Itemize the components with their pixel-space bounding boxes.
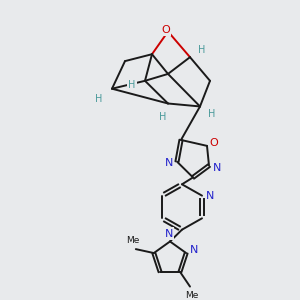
Text: O: O bbox=[162, 25, 170, 34]
Text: Me: Me bbox=[126, 236, 140, 245]
Text: N: N bbox=[165, 158, 173, 168]
Text: H: H bbox=[95, 94, 103, 103]
Text: H: H bbox=[198, 45, 206, 55]
Text: H: H bbox=[208, 109, 216, 119]
Text: H: H bbox=[159, 112, 167, 122]
Text: N: N bbox=[165, 229, 173, 238]
Text: H: H bbox=[128, 80, 136, 90]
Text: N: N bbox=[206, 190, 214, 201]
Text: O: O bbox=[210, 138, 218, 148]
Text: N: N bbox=[190, 245, 198, 255]
Text: Me: Me bbox=[185, 291, 199, 300]
Text: N: N bbox=[213, 163, 221, 172]
